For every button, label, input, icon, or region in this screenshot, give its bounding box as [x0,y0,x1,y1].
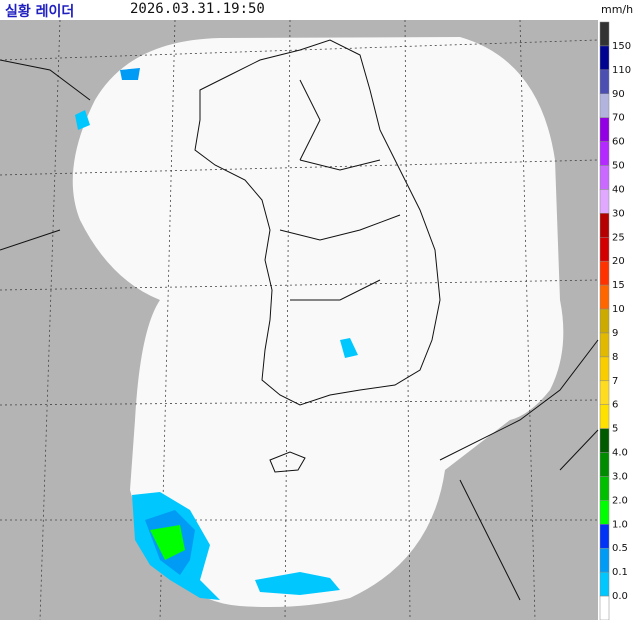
legend-swatch [599,571,610,597]
legend-swatch [599,476,610,501]
coastline [0,39,599,601]
legend-swatch [599,69,610,95]
legend-label: 25 [612,232,625,243]
legend-label: 0.0 [612,591,628,602]
legend-swatch [599,428,610,453]
legend-unit: mm/h [601,3,634,16]
observation-time: 2026.03.31.19:50 [130,1,265,17]
legend-label: 30 [612,208,625,219]
legend-label: 90 [612,89,625,100]
legend-label: 40 [612,184,625,195]
legend-swatch [599,524,610,549]
legend-label: 110 [612,65,631,76]
legend-swatch [599,332,610,358]
legend-label: 3.0 [612,471,628,482]
legend-label: 6 [612,400,618,411]
coverage-area [72,37,564,607]
legend-label: 70 [612,113,625,124]
legend-swatch [599,189,610,214]
legend-swatch [599,500,610,525]
legend-label: 2.0 [612,495,628,506]
legend-label: 9 [612,328,618,339]
legend-swatch [599,356,610,382]
legend-swatch [599,380,610,405]
legend-label: 0.5 [612,543,628,554]
legend-swatch [599,595,610,620]
legend-label: 7 [612,376,618,387]
legend-label: 8 [612,352,618,363]
legend-swatch [599,308,610,334]
legend-label: 15 [612,280,625,291]
legend-label: 0.1 [612,567,628,578]
radar-echoes [75,68,358,600]
legend-label: 1.0 [612,519,628,530]
legend-swatch [599,165,610,190]
legend-swatch [599,547,610,573]
legend-label: 150 [612,41,631,52]
legend-swatch [599,452,610,477]
legend-label: 5 [612,424,618,435]
legend-swatch [599,21,610,47]
legend-swatch [599,237,610,262]
legend-swatch [599,284,610,310]
legend-swatch [599,45,610,71]
legend-swatch [599,260,610,286]
legend-label: 50 [612,161,625,172]
legend-label: 60 [612,137,625,148]
legend-swatch [599,404,610,429]
legend-swatch [599,117,610,142]
page-title: 실황 레이더 [5,4,75,20]
legend-swatch [599,213,610,238]
legend-swatch [599,141,610,166]
legend-label: 20 [612,256,625,267]
legend-label: 4.0 [612,448,628,459]
legend-swatch [599,93,610,118]
legend-label: 10 [612,304,625,315]
